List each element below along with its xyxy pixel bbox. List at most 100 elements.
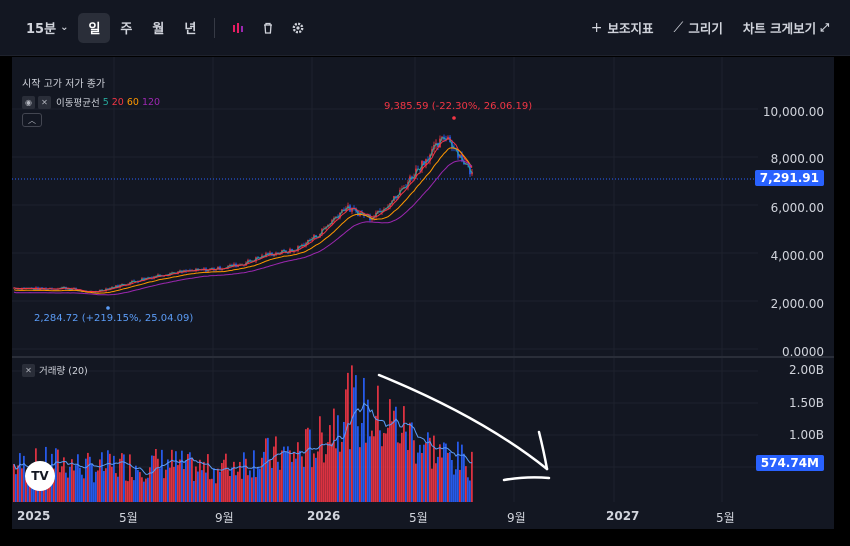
volume-bar	[153, 455, 155, 502]
volume-bar	[463, 453, 465, 502]
volume-bar	[319, 416, 321, 502]
volume-bar	[183, 468, 185, 502]
volume-bar	[67, 477, 69, 502]
volume-bar	[115, 473, 117, 502]
volume-bar	[419, 444, 421, 502]
volume-bar	[157, 458, 159, 502]
volume-bar	[221, 463, 223, 502]
ma-period-20: 20	[111, 96, 124, 108]
volume-bar	[279, 469, 281, 502]
volume-bar	[329, 425, 331, 502]
volume-bar	[385, 433, 387, 502]
volume-bar	[461, 444, 463, 502]
close-icon[interactable]: ✕	[22, 363, 35, 377]
volume-bar	[349, 449, 351, 502]
volume-bar	[205, 472, 207, 502]
interval-selector[interactable]: 15분 ⌄	[16, 13, 78, 43]
volume-bar	[231, 467, 233, 502]
indicator-label: 보조지표	[607, 21, 654, 36]
volume-bar	[175, 451, 177, 502]
period-year-button[interactable]: 년	[184, 22, 197, 37]
price-tick-label: 2,000.00	[770, 297, 824, 311]
eye-icon[interactable]: ◉	[22, 95, 35, 109]
volume-bar	[257, 466, 259, 502]
period-month-button[interactable]: 월	[152, 22, 165, 37]
volume-bar	[213, 468, 215, 502]
chart-canvas[interactable]	[12, 57, 834, 529]
volume-bar	[397, 442, 399, 502]
price-tick-label: 6,000.00	[770, 201, 824, 215]
expand-chart-button[interactable]: 차트 크게보기 ⤢	[736, 13, 836, 43]
volume-bar	[21, 468, 23, 502]
volume-bar	[347, 372, 349, 502]
volume-bar	[123, 454, 125, 502]
volume-bar	[229, 475, 231, 502]
volume-bar	[311, 467, 313, 502]
chart-panel[interactable]: 시작 고가 저가 종가 ◉ ✕ 이동평균선 5 20 60 120 ︿ ✕ 거래…	[12, 57, 834, 529]
volume-bar	[337, 415, 339, 502]
draw-button[interactable]: ⟋ 그리기	[667, 13, 730, 43]
volume-bar	[283, 446, 285, 502]
close-icon[interactable]: ✕	[38, 95, 51, 109]
volume-bar	[65, 472, 67, 502]
volume-bar	[197, 471, 199, 502]
volume-bar	[161, 449, 163, 502]
volume-bar	[367, 399, 369, 502]
hand-drawn-baseline	[502, 476, 551, 482]
volume-bar	[193, 481, 195, 502]
volume-bar	[23, 455, 25, 502]
volume-bar	[243, 452, 245, 502]
volume-bar	[467, 477, 469, 502]
trash-icon[interactable]	[253, 13, 283, 43]
volume-bar	[443, 442, 445, 502]
volume-bar	[343, 421, 345, 502]
tradingview-logo[interactable]: TV	[25, 461, 55, 491]
volume-bar	[167, 459, 169, 502]
period-day-button[interactable]: 일	[78, 12, 111, 43]
volume-bar	[223, 459, 225, 502]
price-tick-label: 8,000.00	[770, 152, 824, 166]
volume-bar	[85, 458, 87, 502]
volume-bar	[117, 476, 119, 502]
volume-bar	[209, 479, 211, 502]
volume-bar	[371, 430, 373, 502]
volume-bar	[89, 456, 91, 502]
volume-bar	[439, 444, 441, 502]
volume-bar	[159, 468, 161, 502]
volume-bar	[403, 406, 405, 502]
period-week-button[interactable]: 주	[120, 22, 133, 37]
volume-label: 거래량 (20)	[39, 366, 88, 377]
volume-bar	[303, 466, 305, 502]
volume-bar	[105, 468, 107, 502]
volume-bar	[267, 437, 269, 502]
volume-bar	[189, 452, 191, 502]
volume-bar	[309, 429, 311, 502]
volume-bar	[325, 454, 327, 502]
time-tick-label: 2027	[606, 509, 640, 523]
volume-bar	[265, 438, 267, 502]
candle-style-icon[interactable]	[223, 13, 253, 43]
volume-bar	[321, 432, 323, 502]
volume-bar	[109, 453, 111, 502]
ma-period-60: 60	[126, 96, 139, 108]
volume-legend: ✕ 거래량 (20)	[22, 363, 88, 377]
volume-bar	[297, 442, 299, 502]
volume-bar	[219, 471, 221, 502]
volume-bar	[187, 454, 189, 502]
volume-bar	[59, 472, 61, 502]
volume-bar	[15, 474, 17, 502]
volume-bar	[93, 482, 95, 502]
volume-bar	[449, 452, 451, 502]
volume-bar	[269, 459, 271, 502]
time-tick-label: 2026	[307, 509, 341, 523]
volume-bar	[417, 452, 419, 502]
gear-icon[interactable]	[283, 13, 313, 43]
volume-bar	[271, 467, 273, 502]
collapse-legend-button[interactable]: ︿	[22, 113, 42, 127]
volume-bar	[57, 449, 59, 502]
volume-bar	[55, 448, 57, 502]
volume-bar	[141, 477, 143, 502]
add-indicator-button[interactable]: + 보조지표	[584, 13, 661, 43]
volume-bar	[345, 389, 347, 502]
volume-bar	[241, 478, 243, 502]
